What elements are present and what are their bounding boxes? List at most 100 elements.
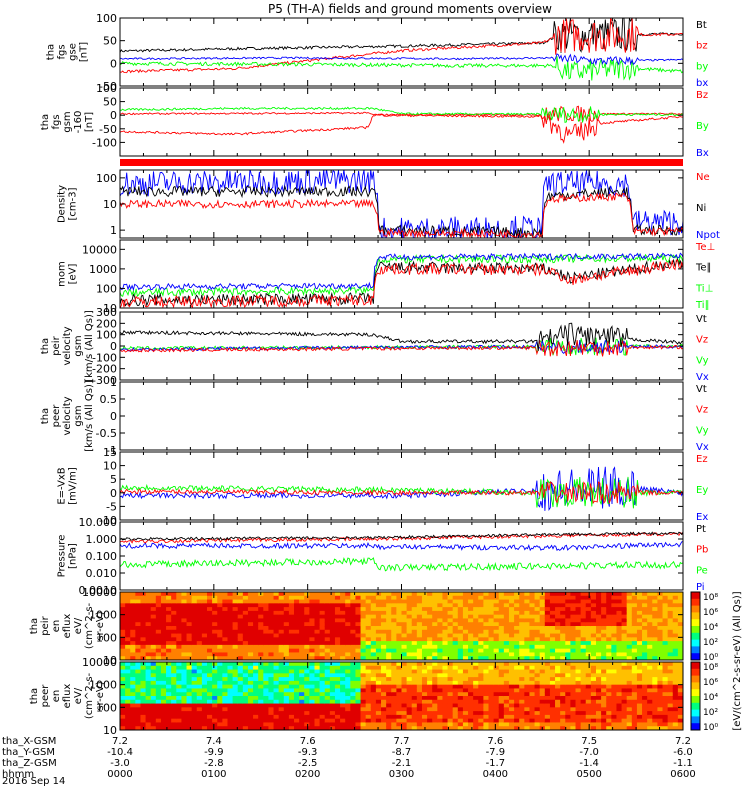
series-line-Bz (120, 105, 683, 122)
colorbar-tick: 10⁴ (703, 693, 718, 703)
y-axis-label: velocity (62, 326, 73, 365)
series-line-Ti⊥ (120, 252, 683, 292)
ytick-label: -5 (106, 500, 117, 513)
ytick-label: 200 (96, 317, 117, 330)
ytick-label: -100 (92, 136, 117, 149)
series-group-3 (120, 170, 683, 238)
legend-entry: Te⊥ (695, 242, 715, 253)
ytick-label: 10000 (82, 243, 117, 256)
colorbar-band (691, 653, 700, 661)
ytick-label: 100 (96, 172, 117, 185)
ytick-label: 100 (96, 701, 117, 714)
xaxis-value: 0300 (389, 769, 414, 780)
xaxis-value: -9.3 (298, 747, 318, 758)
colorbar-band (691, 598, 700, 607)
panel-frame-8 (119, 521, 684, 591)
y-axis-label: [nT] (84, 112, 95, 132)
colorbar-band (691, 723, 700, 731)
date-label: 2016 Sep 14 (2, 776, 65, 787)
ytick-label: 0.010 (86, 567, 118, 580)
series-line-Ti∥ (120, 253, 683, 298)
colorbar-band (691, 592, 700, 600)
y-axis-label: tha (40, 408, 51, 424)
ytick-label: 1000 (89, 263, 117, 276)
xaxis-value: -8.7 (392, 747, 412, 758)
ytick-label: 0 (110, 109, 117, 122)
legend-entry: Pe (696, 565, 708, 576)
y-axis-label: peir (51, 335, 62, 355)
ytick-label: 100 (96, 12, 117, 25)
legend-entry: Pb (696, 545, 708, 556)
ytick-label: -0.5 (96, 427, 117, 440)
y-axis-label: en (51, 620, 62, 633)
y-axis-label: [nT] (79, 42, 90, 62)
series-group-5 (120, 322, 683, 357)
panel-6: 1 0.5 0 -0.5 -1 tha peer velocity gsm [km/s (All … (40, 376, 709, 457)
y-axis-label: tha (46, 44, 57, 60)
series-line-Bt (120, 18, 683, 53)
series-line-Vz (120, 339, 683, 357)
legend-entry: Ti⊥ (695, 283, 713, 294)
xaxis-value: 7.2 (675, 736, 691, 747)
colorbar-band (691, 709, 700, 717)
ytick-label: 0.100 (86, 550, 118, 563)
xaxis-value: -3.0 (110, 758, 130, 769)
xaxis-value: 7.2 (112, 736, 128, 747)
y-axis-label: sr-eV) (95, 681, 106, 710)
colorbar-band (691, 689, 700, 697)
series-group-2 (120, 105, 683, 144)
ytick-label: 300 (96, 306, 117, 319)
ytick-label: -1 (106, 444, 117, 457)
colorbar-tick: 10⁴ (703, 623, 718, 633)
legend-entry: Vy (696, 425, 709, 436)
xaxis-value: -1.1 (673, 758, 693, 769)
legend-entry: bx (696, 78, 708, 89)
ytick-label: 0 (110, 340, 117, 353)
colorbar-tick: 10⁸ (703, 593, 718, 603)
y-axis-label: tha (29, 618, 40, 634)
orbit-strip (120, 159, 683, 166)
y-axis-label: peer (51, 404, 62, 428)
y-axis-label: gse (68, 43, 79, 61)
ytick-label: 10000 (82, 586, 117, 599)
y-axis-label: eflux (62, 614, 73, 639)
legend-entry: Vy (696, 355, 709, 366)
xaxis-value: -7.9 (486, 747, 506, 758)
ytick-label: 1.000 (86, 533, 118, 546)
legend-entry: Bz (696, 90, 708, 101)
legend-entry: Pt (696, 524, 706, 535)
ytick-label: 0.0010 (79, 584, 118, 597)
xaxis-value: 0500 (576, 769, 601, 780)
series-group-7 (120, 466, 683, 511)
ytick-label: -10 (99, 514, 117, 527)
legend-entry: Ez (696, 454, 708, 465)
y-axis-label: [nPa] (68, 543, 79, 569)
ytick-label: -300 (92, 374, 117, 387)
colorbar-tick: 10⁶ (703, 608, 718, 618)
colorbar-label: [eV/(cm^2-s-sr-eV) (All Qs)] (732, 591, 743, 730)
xaxis-value: -6.0 (673, 747, 693, 758)
y-axis-label: [cm-3] (68, 187, 79, 220)
panel-frame-6 (119, 381, 684, 451)
legend-entry: Te∥ (695, 263, 712, 274)
xaxis-value: -2.8 (204, 758, 224, 769)
legend-entry: Npot (696, 230, 720, 241)
y-axis-label: [eV] (68, 264, 79, 285)
legend-entry: Vt (696, 314, 707, 325)
series-line-by (120, 56, 683, 81)
legend-entry: Ne (696, 172, 710, 183)
colorbar-band (691, 639, 700, 647)
ytick-label: 10 (103, 724, 117, 737)
colorbar-band (691, 646, 700, 654)
plot-title: P5 (TH-A) fields and ground moments over… (268, 2, 552, 16)
xaxis-value: 7.5 (581, 736, 597, 747)
legend-entry: Vz (696, 335, 708, 346)
legend-entry: Ey (696, 485, 708, 496)
xaxis-value: 7.6 (487, 736, 503, 747)
colorbar-band (691, 675, 700, 683)
ytick-label: 10000 (82, 656, 117, 669)
ytick-label: 0 (110, 487, 117, 500)
ytick-label: -50 (99, 80, 117, 93)
